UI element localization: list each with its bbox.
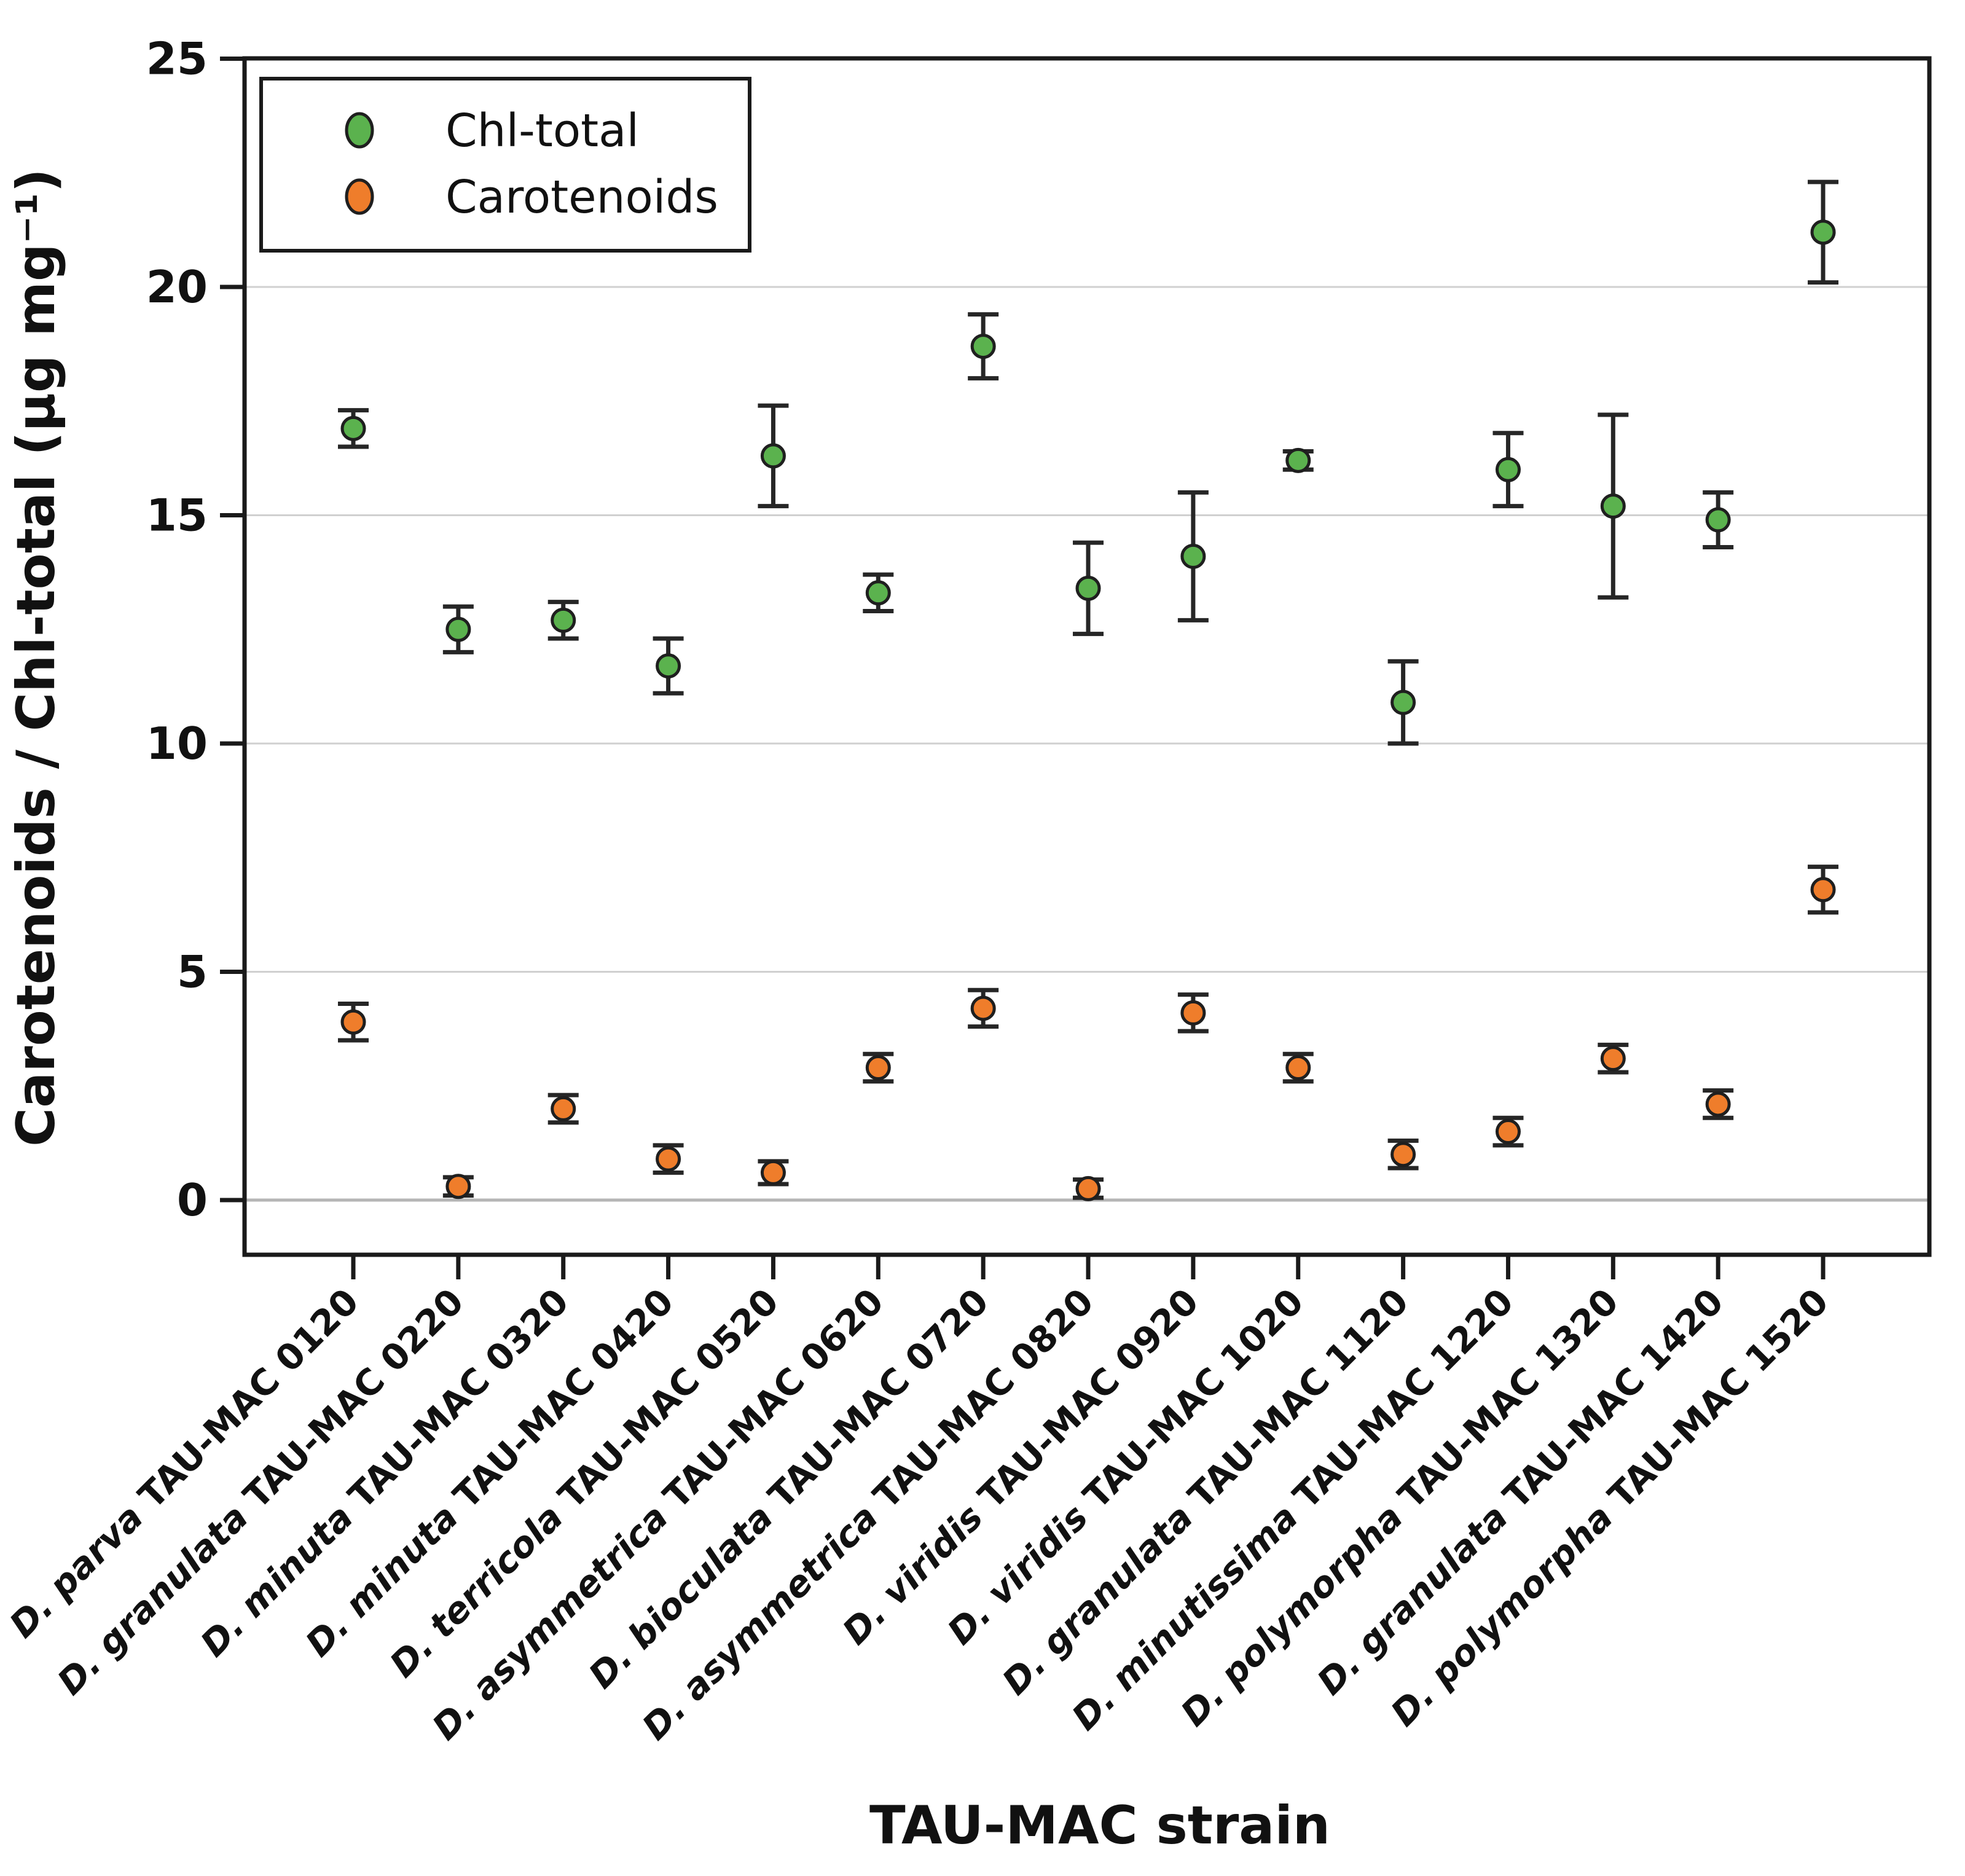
point-group-chl-total [1808, 179, 1839, 285]
data-point-chl-total [1180, 543, 1206, 569]
data-point-carotenoids [1285, 1055, 1311, 1081]
x-category-label: D. terricola TAU-MAC 0520 [382, 1281, 786, 1686]
point-group-chl-total [1598, 412, 1629, 600]
data-point-chl-total [1390, 689, 1416, 715]
data-point-chl-total [970, 334, 996, 359]
species-name: D. bioculata [581, 1487, 790, 1696]
species-name: D. terricola [382, 1487, 579, 1685]
data-point-chl-total [1075, 575, 1101, 601]
point-group-carotenoids [758, 1159, 789, 1187]
point-group-chl-total [863, 572, 894, 614]
data-point-carotenoids [445, 1174, 471, 1199]
data-point-carotenoids [551, 1096, 576, 1121]
plot-area [245, 58, 1929, 1255]
data-point-carotenoids [1390, 1142, 1416, 1168]
y-axis-title: Carotenoids / Chl-total (µg mg⁻¹) [6, 168, 67, 1147]
point-group-chl-total [442, 604, 474, 654]
data-point-chl-total [760, 443, 786, 469]
data-point-carotenoids [1495, 1119, 1521, 1145]
point-group-chl-total [338, 408, 369, 449]
data-point-carotenoids [1180, 1000, 1206, 1026]
point-group-chl-total [1073, 540, 1104, 637]
data-point-chl-total [1600, 493, 1626, 519]
data-point-chl-total [1495, 457, 1521, 482]
tick-layer: 0 5 10 15 20 25 [146, 33, 1826, 1279]
point-group-chl-total [1703, 490, 1734, 550]
point-group-chl-total [1177, 490, 1209, 622]
data-point-carotenoids [340, 1009, 366, 1035]
point-group-chl-total [1282, 447, 1314, 473]
point-group-chl-total [547, 600, 579, 641]
point-group-carotenoids [1492, 1115, 1524, 1148]
data-point-chl-total [340, 415, 366, 441]
data-point-chl-total [551, 607, 576, 633]
data-point-carotenoids [865, 1055, 891, 1081]
data-point-carotenoids [970, 995, 996, 1021]
data-point-carotenoids [1810, 877, 1836, 903]
y-tick-label: 15 [146, 490, 208, 541]
data-point-chl-total [656, 653, 681, 679]
data-point-carotenoids [1600, 1046, 1626, 1072]
point-group-carotenoids [653, 1143, 684, 1175]
point-group-carotenoids [1703, 1088, 1734, 1120]
point-group-carotenoids [1282, 1051, 1314, 1084]
y-tick-label: 20 [146, 261, 208, 313]
point-group-chl-total [653, 636, 684, 696]
data-point-chl-total [1705, 507, 1731, 533]
legend-label-chl-total: Chl-total [445, 104, 639, 157]
point-group-carotenoids [1598, 1042, 1629, 1075]
legend-swatch-carotenoids-icon [345, 178, 374, 215]
point-group-carotenoids [968, 987, 999, 1029]
point-group-chl-total [1387, 659, 1419, 746]
point-group-carotenoids [1177, 992, 1209, 1034]
point-group-chl-total [758, 403, 789, 509]
point-group-chl-total [1492, 431, 1524, 509]
data-point-carotenoids [760, 1160, 786, 1185]
data-point-chl-total [445, 616, 471, 642]
point-group-carotenoids [547, 1093, 579, 1125]
point-group-chl-total [968, 312, 999, 381]
data-point-chl-total [1810, 219, 1836, 245]
point-group-carotenoids [863, 1051, 894, 1084]
y-tick-label: 10 [146, 718, 208, 769]
x-axis-title: TAU-MAC strain [869, 1795, 1330, 1856]
point-group-carotenoids [442, 1174, 474, 1199]
data-point-carotenoids [1075, 1175, 1101, 1201]
point-group-carotenoids [1387, 1138, 1419, 1171]
point-group-carotenoids [1808, 865, 1839, 915]
data-layer [338, 179, 1839, 1201]
legend-box [259, 77, 751, 253]
point-group-carotenoids [338, 1002, 369, 1043]
legend-label-carotenoids: Carotenoids [445, 171, 718, 224]
y-tick-label: 5 [177, 946, 208, 998]
y-tick-label: 0 [177, 1174, 208, 1226]
data-point-carotenoids [656, 1146, 681, 1172]
legend: Chl-total Carotenoids [259, 77, 751, 253]
data-point-carotenoids [1705, 1091, 1731, 1117]
y-tick-label: 25 [146, 33, 208, 85]
data-point-chl-total [865, 580, 891, 606]
data-point-chl-total [1285, 447, 1311, 473]
point-group-carotenoids [1073, 1175, 1104, 1201]
legend-swatch-chl-total-icon [345, 112, 374, 149]
